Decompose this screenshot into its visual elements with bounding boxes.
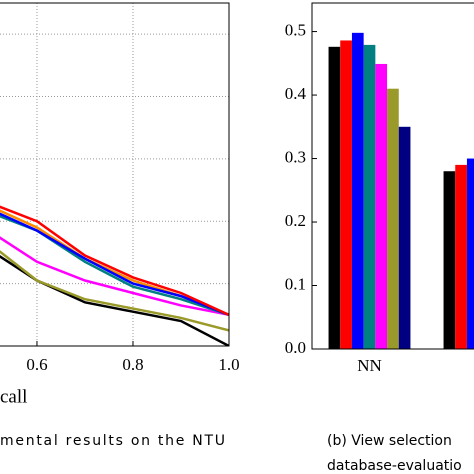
left-chart: 0.6 0.8 1.0 call mental results on the NTU	[0, 2, 240, 449]
bar	[363, 44, 376, 349]
caption: database-evaluatio	[327, 458, 462, 474]
y-tick-label: 0.5	[285, 20, 306, 39]
series-line	[0, 236, 229, 317]
y-tick-label: 0.0	[285, 338, 306, 357]
bar	[455, 164, 467, 349]
series-line	[0, 250, 229, 332]
series-line	[0, 212, 229, 316]
y-tick-label: 0.2	[285, 211, 306, 230]
x-axis-label: call	[0, 386, 27, 407]
plot-frame	[0, 2, 230, 347]
caption: (b) View selection	[327, 433, 452, 449]
x-tick-label: NN	[357, 356, 382, 375]
y-tick-label: 0.3	[285, 147, 306, 166]
y-tick-label: 0.1	[285, 274, 306, 293]
bar	[443, 171, 456, 349]
x-tick-label: 0.6	[26, 355, 47, 374]
series-line	[0, 205, 229, 316]
bar	[387, 88, 399, 349]
bar	[375, 63, 388, 349]
x-tick-label: 1.0	[218, 355, 239, 374]
plot-area	[0, 205, 229, 346]
series-line	[0, 255, 229, 346]
bar	[351, 32, 364, 349]
plot-area	[328, 32, 474, 349]
plot-frame	[311, 2, 474, 350]
caption: mental results on the NTU	[0, 433, 225, 449]
x-tick-label: 0.8	[122, 355, 143, 374]
bar	[398, 126, 411, 349]
y-tick-label: 0.4	[285, 84, 307, 103]
bar	[328, 46, 341, 349]
right-chart: 0.0 0.1 0.2 0.3 0.4 0.5 NN (b) View selection da…	[285, 2, 474, 474]
bar	[340, 40, 352, 349]
bar	[466, 158, 474, 349]
